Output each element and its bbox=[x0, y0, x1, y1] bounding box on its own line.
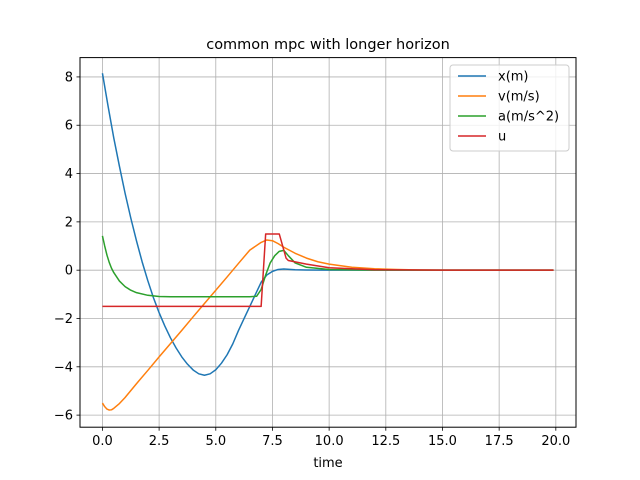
chart-title: common mpc with longer horizon bbox=[206, 37, 450, 53]
y-tick-label: −6 bbox=[54, 409, 73, 424]
legend-label: u bbox=[498, 130, 506, 145]
axis-ticks: 0.0 2.5 5.0 7.5 10.0 12.5 15.0 17.5 20.0 −6 −4 −2 0 2… bbox=[54, 70, 570, 449]
x-tick-label: 5.0 bbox=[205, 434, 226, 449]
legend-box bbox=[449, 64, 570, 152]
legend-label: a(m/s^2) bbox=[498, 110, 559, 125]
legend-label: v(m/s) bbox=[498, 90, 540, 105]
x-tick-label: 2.5 bbox=[149, 434, 170, 449]
x-tick-label: 12.5 bbox=[371, 434, 400, 449]
series-line-1 bbox=[101, 239, 554, 411]
series-line-2 bbox=[101, 235, 554, 298]
x-tick-label: 17.5 bbox=[485, 434, 514, 449]
x-tick-label: 7.5 bbox=[262, 434, 283, 449]
x-tick-label: 15.0 bbox=[428, 434, 457, 449]
y-tick-label: 4 bbox=[65, 167, 73, 182]
legend-label: x(m) bbox=[498, 70, 529, 85]
x-tick-label: 20.0 bbox=[541, 434, 570, 449]
y-tick-label: −2 bbox=[54, 312, 73, 327]
y-tick-label: 8 bbox=[65, 70, 73, 85]
plot-frame bbox=[79, 57, 577, 428]
legend: x(m) v(m/s) a(m/s^2) u bbox=[449, 64, 570, 152]
y-tick-label: 6 bbox=[65, 119, 73, 134]
series-group bbox=[101, 73, 554, 411]
series-line-0 bbox=[101, 73, 554, 377]
y-tick-label: 2 bbox=[65, 215, 73, 230]
y-tick-label: −4 bbox=[54, 360, 73, 375]
x-tick-label: 10.0 bbox=[315, 434, 344, 449]
x-axis-label: time bbox=[313, 456, 342, 471]
series-line-3 bbox=[102, 233, 554, 308]
y-tick-label: 0 bbox=[65, 264, 73, 279]
x-tick-label: 0.0 bbox=[92, 434, 113, 449]
